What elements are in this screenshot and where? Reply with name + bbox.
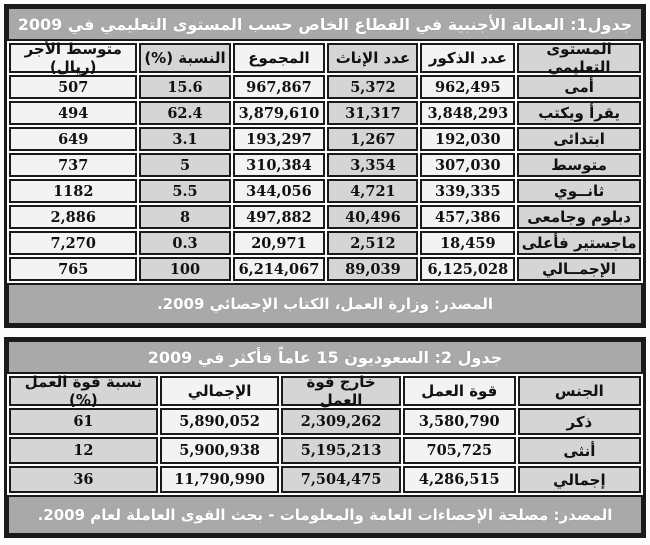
table-row: ذكر 3,580,790 2,309,262 5,890,052 61 [9, 408, 641, 435]
table2-cell: إجمالي [517, 466, 641, 493]
table-row-total: إجمالي 4,286,515 7,504,475 11,790,990 36 [9, 466, 641, 493]
table2-cell: 11,790,990 [159, 466, 280, 493]
table2-header-gender: الجنس [517, 376, 641, 406]
table-row: يقرأ ويكتب 3,848,293 31,317 3,879,610 62… [9, 101, 641, 125]
table1-cell: ثانــوي [517, 179, 641, 203]
table-row: ثانــوي 339,335 4,721 344,056 5.5 1182 [9, 179, 641, 203]
table1-cell: 3,354 [327, 153, 419, 177]
table-foreign-labor: جدول1: العمالة الأجنبية في القطاع الخاص … [4, 4, 646, 328]
table1-cell: 3,879,610 [232, 101, 326, 125]
table2-source-bar: المصدر: مصلحة الإحصاءات العامة والمعلوما… [7, 495, 643, 535]
table2-header-row: الجنس قوة العمل خارج قوة العمل الإجمالي … [9, 373, 641, 409]
table1-cell: 192,030 [420, 127, 516, 151]
table1-cell: 6,125,028 [420, 257, 516, 281]
table1-cell: 31,317 [327, 101, 419, 125]
table1-cell: ابتدائى [517, 127, 641, 151]
table-row: ابتدائى 192,030 1,267 193,297 3.1 649 [9, 127, 641, 151]
table2-cell: ذكر [517, 408, 641, 435]
table-row: ماجستير فأعلى 18,459 2,512 20,971 0.3 7,… [9, 231, 641, 255]
table1-cell: 5 [139, 153, 231, 177]
table2-cell: 5,890,052 [159, 408, 280, 435]
table-row: أمى 962,495 5,372 967,867 15.6 507 [9, 75, 641, 99]
table2-cell: 4,286,515 [402, 466, 516, 493]
table2-cell: 2,309,262 [281, 408, 401, 435]
table1-cell: 3,848,293 [420, 101, 516, 125]
table2-cell: 61 [9, 408, 158, 435]
table2-cell: 7,504,475 [281, 466, 401, 493]
table1-header-education-level: المستوى التعليمي [517, 40, 641, 76]
table-saudis-15plus: جدول 2: السعوديون 15 عاماً فأكثر في 2009… [4, 337, 646, 538]
table1-cell: 497,882 [232, 205, 326, 229]
table1-cell: 307,030 [420, 153, 516, 177]
table1-cell: 5,372 [327, 75, 419, 99]
table1-cell: أمى [517, 75, 641, 99]
table2-header-labor-force-rate: نسبة قوة العمل (%) [9, 373, 158, 409]
table1-cell: 18,459 [420, 231, 516, 255]
table1-cell: 2,886 [9, 205, 138, 229]
table1-cell: دبلوم وجامعى [517, 205, 641, 229]
table1-header-females: عدد الإناث [327, 43, 419, 73]
table-row: متوسط 307,030 3,354 310,384 5 737 [9, 153, 641, 177]
table2-cell: أنثى [517, 437, 641, 464]
table1-grid: المستوى التعليمي عدد الذكور عدد الإناث ا… [7, 40, 643, 283]
table2-grid: الجنس قوة العمل خارج قوة العمل الإجمالي … [7, 373, 643, 495]
table1-header-males: عدد الذكور [420, 43, 516, 73]
table2-cell: 12 [9, 437, 158, 464]
table1-cell: 765 [9, 257, 138, 281]
table1-header-total: المجموع [232, 43, 326, 73]
table1-cell: 15.6 [139, 75, 231, 99]
table1-title-bar: جدول1: العمالة الأجنبية في القطاع الخاص … [7, 7, 643, 41]
table1-cell: 339,335 [420, 179, 516, 203]
table1-cell: 962,495 [420, 75, 516, 99]
table1-cell: متوسط [517, 153, 641, 177]
table1-cell: 1182 [9, 179, 138, 203]
table1-cell: 100 [139, 257, 231, 281]
table2-cell: 5,900,938 [159, 437, 280, 464]
table1-cell: ماجستير فأعلى [517, 231, 641, 255]
table1-cell: 89,039 [327, 257, 419, 281]
table2-cell: 5,195,213 [281, 437, 401, 464]
table2-cell: 705,725 [402, 437, 516, 464]
table1-cell: الإجمــالي [517, 257, 641, 281]
table-row-total: الإجمــالي 6,125,028 89,039 6,214,067 10… [9, 257, 641, 281]
table1-cell: 62.4 [139, 101, 231, 125]
table1-cell: 7,270 [9, 231, 138, 255]
table1-cell: 1,267 [327, 127, 419, 151]
table1-cell: 40,496 [327, 205, 419, 229]
table1-cell: 20,971 [232, 231, 326, 255]
table1-source-bar: المصدر: وزارة العمل، الكتاب الإحصائي 200… [7, 283, 643, 325]
table2-cell: 3,580,790 [402, 408, 516, 435]
tables-gap [4, 328, 646, 337]
table2-cell: 36 [9, 466, 158, 493]
table1-header-avg-wage: متوسط الأجر (ريال) [9, 40, 138, 76]
table2-header-labor-force: قوة العمل [402, 376, 516, 406]
table1-cell: يقرأ ويكتب [517, 101, 641, 125]
table1-cell: 0.3 [139, 231, 231, 255]
table2-title-bar: جدول 2: السعوديون 15 عاماً فأكثر في 2009 [7, 340, 643, 374]
table1-cell: 494 [9, 101, 138, 125]
table1-cell: 967,867 [232, 75, 326, 99]
table1-cell: 649 [9, 127, 138, 151]
table1-cell: 737 [9, 153, 138, 177]
table1-cell: 193,297 [232, 127, 326, 151]
table1-cell: 2,512 [327, 231, 419, 255]
table2-header-outside-labor-force: خارج قوة العمل [281, 373, 401, 409]
table2-header-total: الإجمالي [159, 376, 280, 406]
table1-cell: 344,056 [232, 179, 326, 203]
table1-cell: 310,384 [232, 153, 326, 177]
table1-cell: 507 [9, 75, 138, 99]
table1-cell: 457,386 [420, 205, 516, 229]
table-row: أنثى 705,725 5,195,213 5,900,938 12 [9, 437, 641, 464]
table1-cell: 4,721 [327, 179, 419, 203]
table1-header-percentage: النسبة (%) [139, 43, 231, 73]
table1-cell: 5.5 [139, 179, 231, 203]
table1-cell: 8 [139, 205, 231, 229]
table1-header-row: المستوى التعليمي عدد الذكور عدد الإناث ا… [9, 40, 641, 76]
table1-cell: 3.1 [139, 127, 231, 151]
table1-cell: 6,214,067 [232, 257, 326, 281]
table-row: دبلوم وجامعى 457,386 40,496 497,882 8 2,… [9, 205, 641, 229]
